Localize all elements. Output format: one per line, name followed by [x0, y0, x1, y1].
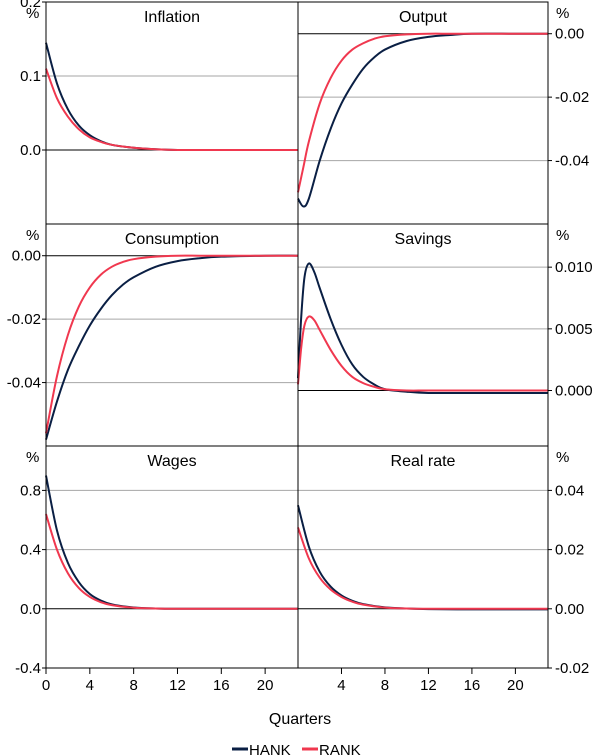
y-tick-label: -0.4: [15, 660, 41, 677]
y-unit-label: %: [556, 5, 569, 22]
y-tick-label: 0.04: [555, 482, 584, 499]
y-tick-label: 0.8: [20, 482, 41, 499]
y-tick-label: -0.02: [555, 660, 589, 677]
panel-title: Output: [399, 9, 448, 26]
x-tick-label: 4: [337, 677, 345, 694]
panel-frame: [297, 445, 549, 669]
y-tick-label: 0.010: [555, 259, 593, 276]
panel-title: Inflation: [144, 9, 200, 26]
series-line-hank: [45, 475, 298, 610]
y-unit-label: %: [26, 449, 39, 466]
x-tick-label: 16: [464, 677, 481, 694]
legend-label-rank: RANK: [319, 742, 361, 756]
series-line-hank: [297, 262, 548, 395]
y-tick-label: 0.1: [20, 68, 41, 85]
x-tick-label: 8: [381, 677, 389, 694]
x-tick-label: 8: [129, 677, 137, 694]
panel-frame: [297, 223, 549, 447]
x-tick-label: 4: [86, 677, 94, 694]
y-tick-label: 0.0: [20, 601, 41, 618]
y-tick-label: 0.00: [12, 248, 41, 265]
x-tick-label: 0: [42, 677, 50, 694]
y-tick-label: 0.4: [20, 542, 41, 559]
legend-label-hank: HANK: [249, 742, 291, 756]
panel-frame: [297, 1, 549, 225]
y-tick-label: 0.0: [20, 142, 41, 159]
y-unit-label: %: [556, 449, 569, 466]
y-tick-label: 0.005: [555, 321, 593, 338]
panel-title: Consumption: [125, 231, 219, 248]
panel-title: Savings: [395, 231, 452, 248]
panel-title: Wages: [147, 453, 196, 470]
y-tick-label: -0.04: [7, 375, 41, 392]
y-tick-label: 0.2: [20, 0, 41, 11]
series-line-rank: [297, 527, 548, 610]
series-line-rank: [297, 32, 548, 193]
y-tick-label: -0.02: [7, 311, 41, 328]
series-line-rank: [45, 68, 298, 152]
series-line-hank: [297, 32, 548, 208]
y-tick-label: 0.02: [555, 542, 584, 559]
series-line-hank: [45, 254, 299, 440]
panel-frame: [45, 1, 299, 225]
x-tick-label: 12: [420, 677, 437, 694]
x-axis-label: Quarters: [269, 711, 331, 728]
y-tick-label: 0.00: [555, 601, 584, 618]
y-unit-label: %: [26, 5, 39, 22]
y-tick-label: -0.02: [555, 89, 589, 106]
series-line-rank: [297, 315, 548, 392]
x-tick-label: 16: [213, 677, 230, 694]
x-tick-label: 20: [507, 677, 524, 694]
x-tick-label: 12: [169, 677, 186, 694]
y-tick-label: 0.000: [555, 383, 593, 400]
y-tick-label: -0.04: [555, 153, 589, 170]
series-line-rank: [45, 513, 298, 610]
y-tick-label: 0.00: [555, 26, 584, 43]
y-unit-label: %: [26, 227, 39, 244]
series-line-rank: [45, 254, 298, 434]
y-unit-label: %: [556, 227, 569, 244]
panel-frame: [45, 445, 299, 669]
x-tick-label: 20: [257, 677, 274, 694]
panel-title: Real rate: [391, 453, 456, 470]
